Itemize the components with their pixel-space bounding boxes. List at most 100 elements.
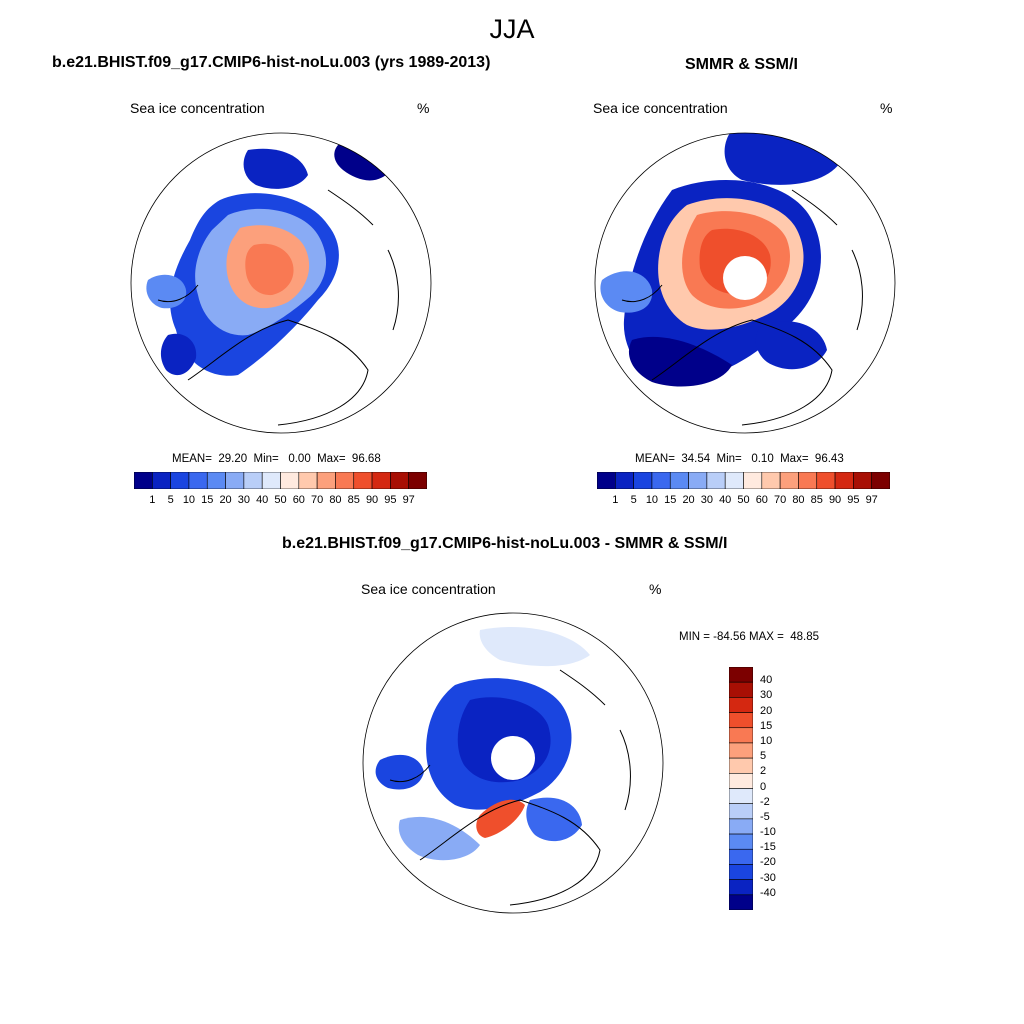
obs-colorbar-box [834,472,854,489]
model-colorbar-box [335,472,355,489]
model-bering-ice [243,148,308,189]
obs-colorbar-tick-label: 80 [792,494,805,506]
diff-colorbar-box [729,818,753,835]
obs-colorbar-tick-label: 90 [828,494,842,506]
diff-colorbar-box [729,757,753,774]
diff-colorbar-tick-label: -40 [760,886,776,899]
diff-colorbar-box [729,864,753,880]
obs-colorbar [597,472,890,489]
model-coastline [157,189,399,426]
model-colorbar-box [280,472,300,489]
model-colorbar-tick-label: 70 [311,494,324,506]
model-colorbar-tick-label: 20 [219,494,232,506]
diff-field-label: Sea ice concentration [361,581,496,597]
obs-field-label: Sea ice concentration [593,100,728,116]
model-colorbar-tick-label: 85 [347,494,360,506]
diff-colorbar-tick-label: -2 [760,795,770,808]
obs-barents-ice [755,321,827,370]
model-colorbar-box [152,472,171,489]
obs-colorbar-tick-label: 70 [774,494,787,506]
obs-colorbar-box [816,472,836,489]
model-panel-title: b.e21.BHIST.f09_g17.CMIP6-hist-noLu.003 … [52,54,491,71]
model-colorbar-box [390,472,409,489]
obs-colorbar-box [633,472,653,489]
model-colorbar-box [408,472,427,489]
obs-colorbar-tick-label: 50 [737,494,750,506]
obs-colorbar-tick-label: 95 [847,494,860,506]
diff-colorbar-box [729,788,753,804]
obs-colorbar-box [761,472,781,489]
diff-panel-title: b.e21.BHIST.f09_g17.CMIP6-hist-noLu.003 … [282,535,728,552]
model-colorbar-box [298,472,318,489]
model-colorbar-tick-label: 40 [256,494,269,506]
obs-units-label: % [880,100,893,116]
model-colorbar-tick-label: 5 [167,494,174,506]
diff-units-label: % [649,581,662,597]
diff-colorbar-box [729,681,753,698]
obs-colorbar-box [597,472,616,489]
diff-colorbar-box [729,667,753,683]
model-colorbar-tick-label: 97 [402,494,415,506]
obs-colorbar-box [706,472,726,489]
obs-colorbar-box [853,472,872,489]
obs-colorbar-box [798,472,818,489]
diff-colorbar-tick-label: 20 [760,704,773,717]
diff-colorbar-tick-label: 10 [760,734,773,747]
diff-colorbar-box [729,697,753,713]
diff-colorbar-box [729,773,753,789]
obs-colorbar-box [724,472,744,489]
model-colorbar-tick-label: 80 [329,494,342,506]
diff-colorbar-tick-label: 30 [760,689,773,702]
obs-stats: MEAN= 34.54 Min= 0.10 Max= 96.43 [635,453,844,465]
obs-colorbar-box [651,472,671,489]
model-colorbar-box [188,472,208,489]
season-title: JJA [489,14,535,44]
diff-polar-map [362,612,664,914]
obs-colorbar-tick-label: 85 [810,494,823,506]
obs-colorbar-tick-label: 10 [645,494,659,506]
obs-atlantic-ice [628,336,732,387]
diff-barents-neg [526,797,582,842]
model-units-label: % [417,100,430,116]
model-greenland-ice [160,333,197,376]
obs-panel-title: SMMR & SSM/I [685,56,798,73]
diff-colorbar-box [729,833,753,850]
model-colorbar-tick-label: 95 [384,494,397,506]
model-colorbar-tick-label: 60 [292,494,305,506]
model-polar-map [130,132,432,434]
obs-pole-hole [723,256,767,300]
obs-colorbar-tick-label: 60 [755,494,768,506]
obs-colorbar-tick-label: 15 [664,494,677,506]
diff-labrador-neg [398,816,480,861]
diff-colorbar-tick-label: 5 [760,750,767,763]
model-colorbar-box [206,472,226,489]
obs-colorbar-tick-label: 1 [612,494,619,506]
diff-coastline [389,669,631,906]
model-hudson-ice [146,274,187,309]
model-colorbar-tick-label: 15 [201,494,214,506]
obs-colorbar-ticks: 1 5 10 15 20 30 40 50 60 70 80 85 90 95 97 [597,494,890,508]
model-colorbar-box [225,472,245,489]
obs-colorbar-box [669,472,689,489]
obs-colorbar-box [871,472,890,489]
model-colorbar-tick-label: 50 [274,494,287,506]
model-ice-center [245,243,294,296]
diff-greenland-pos [476,799,525,838]
diff-colorbar-tick-label: -30 [760,871,776,884]
obs-colorbar-box [779,472,799,489]
model-colorbar-box [371,472,391,489]
model-colorbar [134,472,427,489]
diff-colorbar-box [729,712,753,729]
diff-colorbar [729,667,753,910]
diff-colorbar-tick-label: 40 [760,674,773,687]
model-colorbar-tick-label: 1 [149,494,156,506]
model-colorbar-box [316,472,336,489]
model-colorbar-tick-label: 10 [182,494,196,506]
diff-atlantic-neg [375,754,424,790]
model-stats: MEAN= 29.20 Min= 0.00 Max= 96.68 [172,453,381,465]
diff-colorbar-tick-label: -10 [760,826,776,839]
obs-colorbar-box [615,472,634,489]
model-colorbar-box [170,472,190,489]
diff-colorbar-box [729,727,753,744]
obs-colorbar-tick-label: 5 [630,494,637,506]
